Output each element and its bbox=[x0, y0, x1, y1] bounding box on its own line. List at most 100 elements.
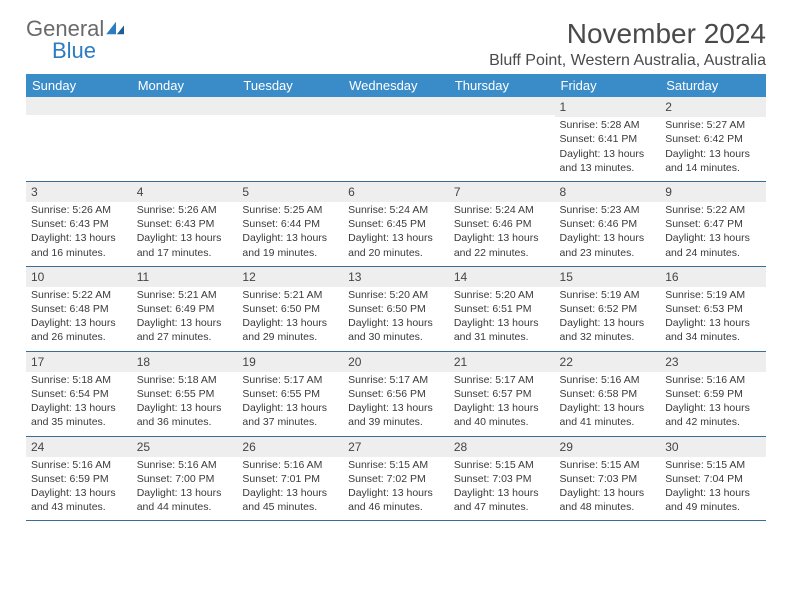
sunrise-text: Sunrise: 5:20 AM bbox=[348, 288, 444, 302]
sunrise-text: Sunrise: 5:18 AM bbox=[31, 373, 127, 387]
sunrise-text: Sunrise: 5:16 AM bbox=[137, 458, 233, 472]
day-content: Sunrise: 5:16 AMSunset: 6:59 PMDaylight:… bbox=[26, 457, 132, 521]
day-content: Sunrise: 5:17 AMSunset: 6:56 PMDaylight:… bbox=[343, 372, 449, 436]
sunset-text: Sunset: 6:48 PM bbox=[31, 302, 127, 316]
day-content: Sunrise: 5:28 AMSunset: 6:41 PMDaylight:… bbox=[555, 117, 661, 181]
daylight-text: Daylight: 13 hours and 40 minutes. bbox=[454, 401, 550, 429]
daylight-text: Daylight: 13 hours and 17 minutes. bbox=[137, 231, 233, 259]
daylight-text: Daylight: 13 hours and 29 minutes. bbox=[242, 316, 338, 344]
calendar-cell: 18Sunrise: 5:18 AMSunset: 6:55 PMDayligh… bbox=[132, 351, 238, 436]
day-number: 16 bbox=[660, 267, 766, 287]
sunset-text: Sunset: 6:59 PM bbox=[31, 472, 127, 486]
day-number: 18 bbox=[132, 352, 238, 372]
sunset-text: Sunset: 6:56 PM bbox=[348, 387, 444, 401]
sunrise-text: Sunrise: 5:26 AM bbox=[137, 203, 233, 217]
calendar-cell: 16Sunrise: 5:19 AMSunset: 6:53 PMDayligh… bbox=[660, 266, 766, 351]
calendar-cell: 11Sunrise: 5:21 AMSunset: 6:49 PMDayligh… bbox=[132, 266, 238, 351]
day-content: Sunrise: 5:19 AMSunset: 6:52 PMDaylight:… bbox=[555, 287, 661, 351]
day-content: Sunrise: 5:22 AMSunset: 6:48 PMDaylight:… bbox=[26, 287, 132, 351]
daylight-text: Daylight: 13 hours and 49 minutes. bbox=[665, 486, 761, 514]
daylight-text: Daylight: 13 hours and 27 minutes. bbox=[137, 316, 233, 344]
calendar-cell: 22Sunrise: 5:16 AMSunset: 6:58 PMDayligh… bbox=[555, 351, 661, 436]
sunrise-text: Sunrise: 5:26 AM bbox=[31, 203, 127, 217]
day-content: Sunrise: 5:21 AMSunset: 6:50 PMDaylight:… bbox=[237, 287, 343, 351]
calendar-cell: 15Sunrise: 5:19 AMSunset: 6:52 PMDayligh… bbox=[555, 266, 661, 351]
weekday-header: Sunday bbox=[26, 74, 132, 97]
calendar-week: 3Sunrise: 5:26 AMSunset: 6:43 PMDaylight… bbox=[26, 181, 766, 266]
sunset-text: Sunset: 6:50 PM bbox=[348, 302, 444, 316]
day-content: Sunrise: 5:26 AMSunset: 6:43 PMDaylight:… bbox=[26, 202, 132, 266]
calendar-week: 17Sunrise: 5:18 AMSunset: 6:54 PMDayligh… bbox=[26, 351, 766, 436]
day-content: Sunrise: 5:21 AMSunset: 6:49 PMDaylight:… bbox=[132, 287, 238, 351]
day-content: Sunrise: 5:27 AMSunset: 6:42 PMDaylight:… bbox=[660, 117, 766, 181]
sunrise-text: Sunrise: 5:17 AM bbox=[454, 373, 550, 387]
calendar-cell bbox=[237, 97, 343, 181]
calendar-header: SundayMondayTuesdayWednesdayThursdayFrid… bbox=[26, 74, 766, 97]
calendar-cell: 1Sunrise: 5:28 AMSunset: 6:41 PMDaylight… bbox=[555, 97, 661, 181]
sunset-text: Sunset: 6:43 PM bbox=[137, 217, 233, 231]
day-number: 21 bbox=[449, 352, 555, 372]
sunrise-text: Sunrise: 5:16 AM bbox=[242, 458, 338, 472]
calendar-cell: 10Sunrise: 5:22 AMSunset: 6:48 PMDayligh… bbox=[26, 266, 132, 351]
day-content: Sunrise: 5:26 AMSunset: 6:43 PMDaylight:… bbox=[132, 202, 238, 266]
sunrise-text: Sunrise: 5:23 AM bbox=[560, 203, 656, 217]
daylight-text: Daylight: 13 hours and 14 minutes. bbox=[665, 147, 761, 175]
sunset-text: Sunset: 7:01 PM bbox=[242, 472, 338, 486]
sunrise-text: Sunrise: 5:22 AM bbox=[665, 203, 761, 217]
calendar-cell bbox=[132, 97, 238, 181]
sunset-text: Sunset: 7:02 PM bbox=[348, 472, 444, 486]
sunrise-text: Sunrise: 5:20 AM bbox=[454, 288, 550, 302]
sunset-text: Sunset: 6:52 PM bbox=[560, 302, 656, 316]
title-block: November 2024 Bluff Point, Western Austr… bbox=[489, 18, 766, 70]
sunset-text: Sunset: 6:53 PM bbox=[665, 302, 761, 316]
weekday-header: Thursday bbox=[449, 74, 555, 97]
calendar-cell: 9Sunrise: 5:22 AMSunset: 6:47 PMDaylight… bbox=[660, 181, 766, 266]
day-content: Sunrise: 5:16 AMSunset: 6:58 PMDaylight:… bbox=[555, 372, 661, 436]
sunrise-text: Sunrise: 5:27 AM bbox=[665, 118, 761, 132]
calendar-cell: 28Sunrise: 5:15 AMSunset: 7:03 PMDayligh… bbox=[449, 436, 555, 521]
calendar-cell: 23Sunrise: 5:16 AMSunset: 6:59 PMDayligh… bbox=[660, 351, 766, 436]
day-number: 26 bbox=[237, 437, 343, 457]
day-number: 2 bbox=[660, 97, 766, 117]
day-content: Sunrise: 5:24 AMSunset: 6:45 PMDaylight:… bbox=[343, 202, 449, 266]
day-content: Sunrise: 5:16 AMSunset: 6:59 PMDaylight:… bbox=[660, 372, 766, 436]
sunset-text: Sunset: 6:47 PM bbox=[665, 217, 761, 231]
calendar-week: 1Sunrise: 5:28 AMSunset: 6:41 PMDaylight… bbox=[26, 97, 766, 181]
sunset-text: Sunset: 6:51 PM bbox=[454, 302, 550, 316]
day-number: 19 bbox=[237, 352, 343, 372]
daylight-text: Daylight: 13 hours and 43 minutes. bbox=[31, 486, 127, 514]
day-number: 14 bbox=[449, 267, 555, 287]
daylight-text: Daylight: 13 hours and 35 minutes. bbox=[31, 401, 127, 429]
daylight-text: Daylight: 13 hours and 22 minutes. bbox=[454, 231, 550, 259]
daylight-text: Daylight: 13 hours and 42 minutes. bbox=[665, 401, 761, 429]
logo-sail-icon bbox=[106, 18, 126, 40]
day-content: Sunrise: 5:17 AMSunset: 6:57 PMDaylight:… bbox=[449, 372, 555, 436]
calendar-cell: 21Sunrise: 5:17 AMSunset: 6:57 PMDayligh… bbox=[449, 351, 555, 436]
daylight-text: Daylight: 13 hours and 30 minutes. bbox=[348, 316, 444, 344]
day-number: 29 bbox=[555, 437, 661, 457]
sunrise-text: Sunrise: 5:19 AM bbox=[560, 288, 656, 302]
sunrise-text: Sunrise: 5:25 AM bbox=[242, 203, 338, 217]
sunset-text: Sunset: 6:50 PM bbox=[242, 302, 338, 316]
weekday-header: Saturday bbox=[660, 74, 766, 97]
calendar-body: 1Sunrise: 5:28 AMSunset: 6:41 PMDaylight… bbox=[26, 97, 766, 521]
sunset-text: Sunset: 6:55 PM bbox=[137, 387, 233, 401]
sunset-text: Sunset: 6:43 PM bbox=[31, 217, 127, 231]
day-number: 5 bbox=[237, 182, 343, 202]
sunrise-text: Sunrise: 5:18 AM bbox=[137, 373, 233, 387]
daylight-text: Daylight: 13 hours and 41 minutes. bbox=[560, 401, 656, 429]
calendar-cell: 20Sunrise: 5:17 AMSunset: 6:56 PMDayligh… bbox=[343, 351, 449, 436]
weekday-header: Friday bbox=[555, 74, 661, 97]
day-content: Sunrise: 5:15 AMSunset: 7:03 PMDaylight:… bbox=[449, 457, 555, 521]
day-content: Sunrise: 5:25 AMSunset: 6:44 PMDaylight:… bbox=[237, 202, 343, 266]
day-number: 22 bbox=[555, 352, 661, 372]
page-title: November 2024 bbox=[489, 18, 766, 50]
weekday-header: Wednesday bbox=[343, 74, 449, 97]
sunset-text: Sunset: 6:44 PM bbox=[242, 217, 338, 231]
sunset-text: Sunset: 6:49 PM bbox=[137, 302, 233, 316]
daylight-text: Daylight: 13 hours and 39 minutes. bbox=[348, 401, 444, 429]
sunrise-text: Sunrise: 5:19 AM bbox=[665, 288, 761, 302]
day-content: Sunrise: 5:20 AMSunset: 6:50 PMDaylight:… bbox=[343, 287, 449, 351]
calendar-week: 10Sunrise: 5:22 AMSunset: 6:48 PMDayligh… bbox=[26, 266, 766, 351]
daylight-text: Daylight: 13 hours and 23 minutes. bbox=[560, 231, 656, 259]
